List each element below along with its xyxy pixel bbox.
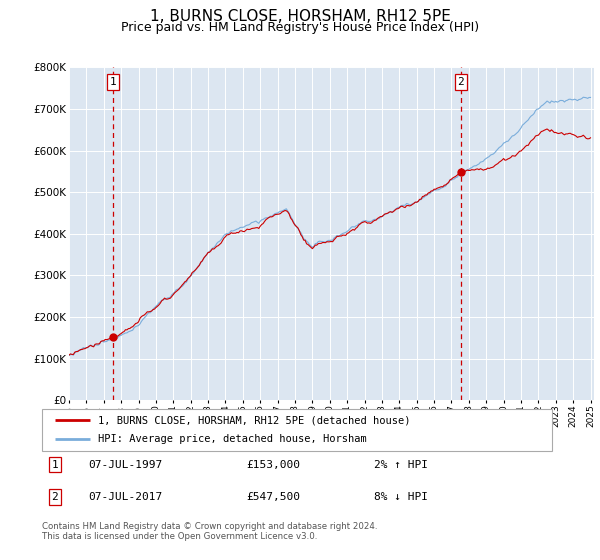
Text: 1, BURNS CLOSE, HORSHAM, RH12 5PE: 1, BURNS CLOSE, HORSHAM, RH12 5PE — [149, 9, 451, 24]
Text: £153,000: £153,000 — [246, 460, 300, 469]
Text: Price paid vs. HM Land Registry's House Price Index (HPI): Price paid vs. HM Land Registry's House … — [121, 21, 479, 34]
Text: £547,500: £547,500 — [246, 492, 300, 502]
Text: 1, BURNS CLOSE, HORSHAM, RH12 5PE (detached house): 1, BURNS CLOSE, HORSHAM, RH12 5PE (detac… — [98, 415, 410, 425]
Text: Contains HM Land Registry data © Crown copyright and database right 2024.
This d: Contains HM Land Registry data © Crown c… — [42, 522, 377, 542]
Text: 8% ↓ HPI: 8% ↓ HPI — [373, 492, 427, 502]
Text: 07-JUL-2017: 07-JUL-2017 — [88, 492, 162, 502]
FancyBboxPatch shape — [42, 409, 552, 451]
Text: 07-JUL-1997: 07-JUL-1997 — [88, 460, 162, 469]
Text: 2: 2 — [52, 492, 58, 502]
Text: HPI: Average price, detached house, Horsham: HPI: Average price, detached house, Hors… — [98, 435, 367, 445]
Text: 2% ↑ HPI: 2% ↑ HPI — [373, 460, 427, 469]
Text: 1: 1 — [52, 460, 58, 469]
Text: 1: 1 — [110, 77, 116, 87]
Text: 2: 2 — [457, 77, 464, 87]
